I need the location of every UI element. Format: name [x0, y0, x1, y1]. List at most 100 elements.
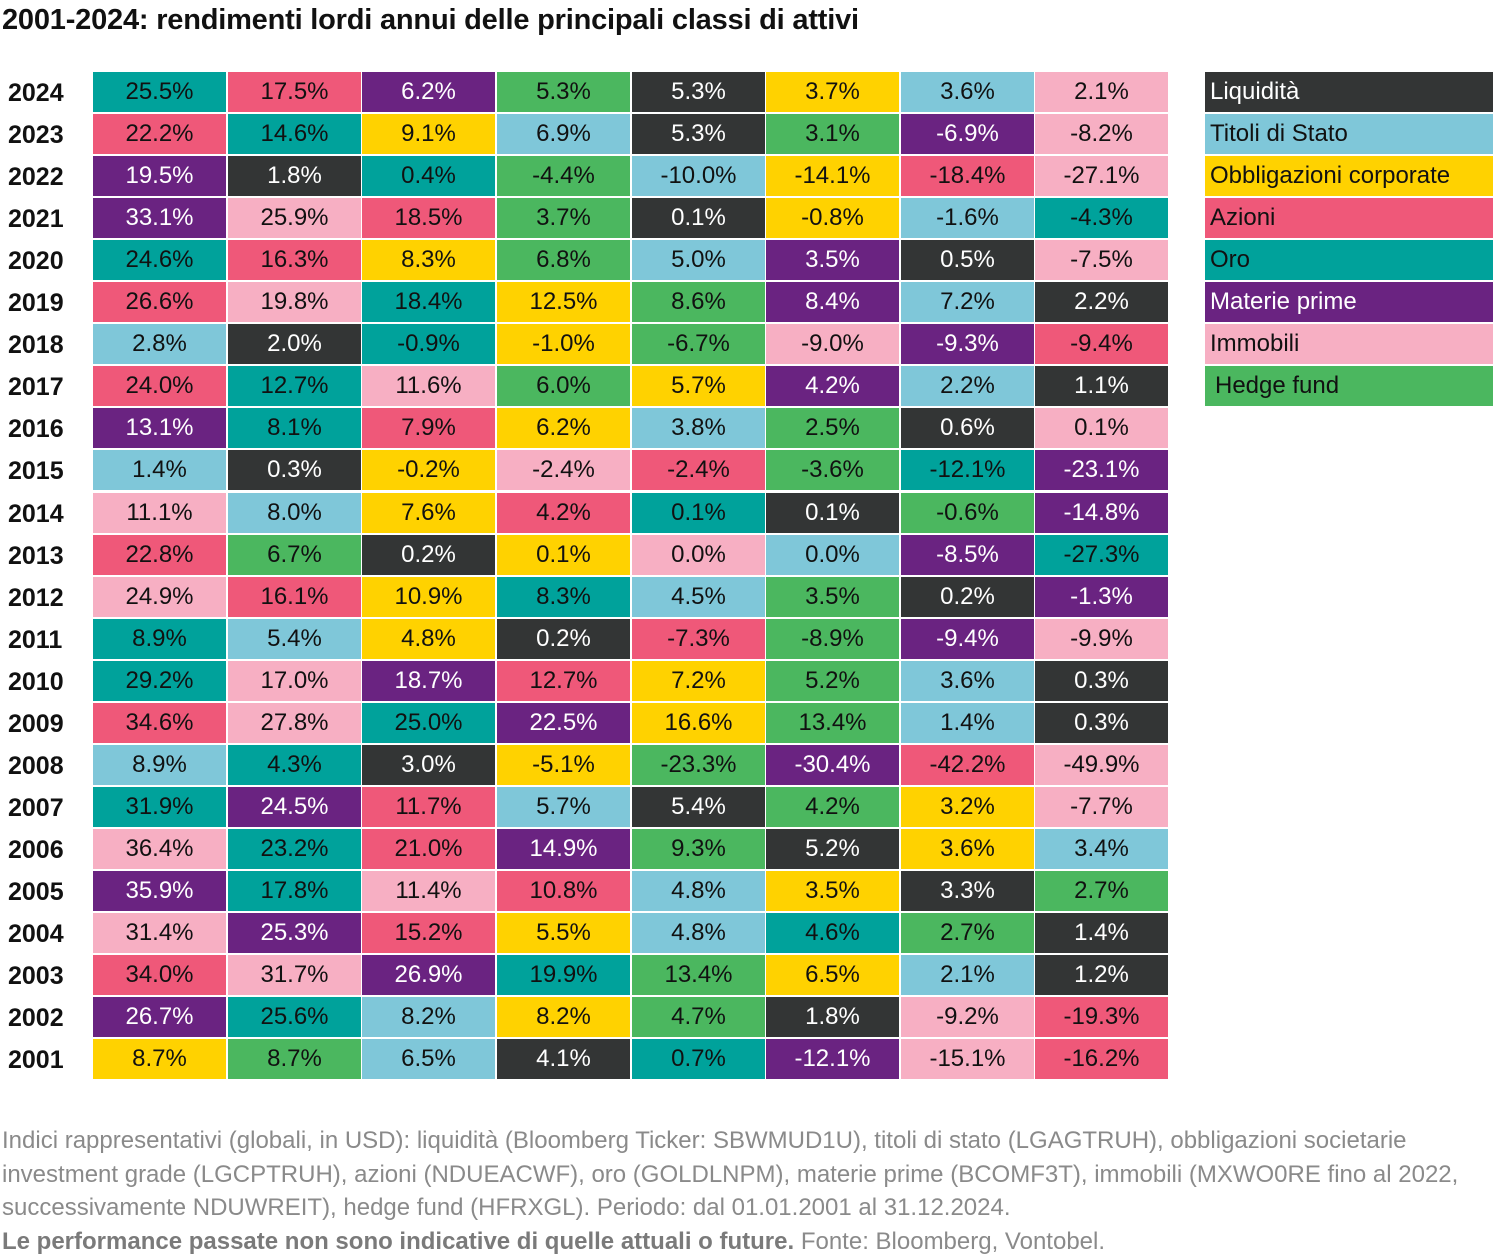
return-cell: 24.6%: [93, 240, 226, 281]
return-cell: 1.4%: [93, 450, 226, 491]
return-cell: 3.3%: [901, 870, 1034, 911]
return-cell: 6.0%: [497, 366, 630, 407]
return-cell: 3.6%: [901, 828, 1034, 869]
year-label: 2016: [8, 415, 64, 444]
year-label: 2018: [8, 331, 64, 360]
return-cell: 0.3%: [228, 450, 361, 491]
return-cell: 5.2%: [766, 660, 899, 701]
return-cell: 6.8%: [497, 240, 630, 281]
return-cell: 3.7%: [766, 72, 899, 112]
return-cell: -7.3%: [632, 618, 765, 659]
return-cell: 0.3%: [1035, 702, 1168, 743]
return-cell: 19.9%: [497, 955, 630, 996]
return-cell: 1.4%: [901, 702, 1034, 743]
return-cell: 0.0%: [632, 534, 765, 575]
disclaimer: Le performance passate non sono indicati…: [2, 1227, 795, 1255]
return-cell: -1.6%: [901, 198, 1034, 239]
return-cell: 7.9%: [362, 408, 495, 449]
return-cell: 0.7%: [632, 1039, 765, 1080]
return-cell: 24.9%: [93, 576, 226, 617]
return-cell: -14.8%: [1035, 492, 1168, 533]
return-cell: 4.5%: [632, 576, 765, 617]
legend-item: Oro: [1205, 240, 1493, 281]
year-label: 2013: [8, 541, 64, 570]
return-cell: -12.1%: [766, 1039, 899, 1080]
return-cell: 13.4%: [632, 955, 765, 996]
return-cell: 2.7%: [1035, 870, 1168, 911]
return-cell: -9.9%: [1035, 618, 1168, 659]
legend-item: Titoli di Stato: [1205, 114, 1493, 155]
year-label: 2022: [8, 163, 64, 192]
return-cell: 1.1%: [1035, 366, 1168, 407]
return-cell: 0.1%: [632, 198, 765, 239]
return-cell: 6.9%: [497, 114, 630, 155]
return-cell: 3.8%: [632, 408, 765, 449]
return-cell: -2.4%: [632, 450, 765, 491]
return-cell: 4.8%: [362, 618, 495, 659]
return-cell: 10.9%: [362, 576, 495, 617]
return-cell: 11.7%: [362, 786, 495, 827]
return-cell: -1.3%: [1035, 576, 1168, 617]
year-label: 2017: [8, 373, 64, 402]
return-cell: 8.9%: [93, 618, 226, 659]
return-cell: 8.4%: [766, 282, 899, 323]
return-cell: 3.6%: [901, 72, 1034, 112]
year-label: 2010: [8, 667, 64, 696]
return-cell: 8.1%: [228, 408, 361, 449]
return-cell: 5.4%: [632, 786, 765, 827]
year-label: 2006: [8, 835, 64, 864]
return-cell: -9.2%: [901, 997, 1034, 1038]
return-cell: -9.4%: [1035, 324, 1168, 365]
return-cell: 25.3%: [228, 913, 361, 953]
return-cell: 2.8%: [93, 324, 226, 365]
return-cell: 11.6%: [362, 366, 495, 407]
return-cell: 12.5%: [497, 282, 630, 323]
year-label: 2002: [8, 1004, 64, 1033]
return-cell: 3.1%: [766, 114, 899, 155]
year-label: 2019: [8, 289, 64, 318]
footnote: Indici rappresentativi (globali, in USD)…: [2, 1124, 1492, 1258]
return-cell: 0.1%: [1035, 408, 1168, 449]
return-cell: 7.2%: [632, 660, 765, 701]
return-cell: 16.6%: [632, 702, 765, 743]
return-cell: 4.2%: [766, 786, 899, 827]
return-cell: 25.9%: [228, 198, 361, 239]
return-cell: 0.0%: [766, 534, 899, 575]
return-cell: 2.5%: [766, 408, 899, 449]
return-cell: 14.6%: [228, 114, 361, 155]
legend-item: Azioni: [1205, 198, 1493, 239]
return-cell: 0.2%: [901, 576, 1034, 617]
return-cell: 0.2%: [362, 534, 495, 575]
return-cell: 7.6%: [362, 492, 495, 533]
return-cell: 26.7%: [93, 997, 226, 1038]
return-cell: -0.8%: [766, 198, 899, 239]
return-cell: 34.6%: [93, 702, 226, 743]
return-cell: 1.4%: [1035, 913, 1168, 953]
return-cell: 1.8%: [228, 156, 361, 197]
return-cell: 35.9%: [93, 870, 226, 911]
return-cell: 13.4%: [766, 702, 899, 743]
year-label: 2007: [8, 793, 64, 822]
return-cell: 31.4%: [93, 913, 226, 953]
return-cell: -18.4%: [901, 156, 1034, 197]
return-cell: 31.7%: [228, 955, 361, 996]
year-label: 2024: [8, 79, 64, 107]
return-cell: 25.5%: [93, 72, 226, 112]
return-cell: -4.4%: [497, 156, 630, 197]
year-label: 2001: [8, 1046, 64, 1075]
source: Fonte: Bloomberg, Vontobel.: [794, 1227, 1106, 1255]
return-cell: 8.2%: [497, 997, 630, 1038]
return-cell: -5.1%: [497, 744, 630, 785]
return-cell: 1.2%: [1035, 955, 1168, 996]
chart-title: 2001-2024: rendimenti lordi annui delle …: [2, 4, 859, 36]
return-cell: 18.7%: [362, 660, 495, 701]
return-cell: 5.3%: [632, 72, 765, 112]
return-cell: -8.9%: [766, 618, 899, 659]
return-cell: -14.1%: [766, 156, 899, 197]
return-cell: -49.9%: [1035, 744, 1168, 785]
return-cell: -9.4%: [901, 618, 1034, 659]
return-cell: -7.7%: [1035, 786, 1168, 827]
return-cell: 5.7%: [497, 786, 630, 827]
return-cell: 8.3%: [497, 576, 630, 617]
return-cell: 0.6%: [901, 408, 1034, 449]
